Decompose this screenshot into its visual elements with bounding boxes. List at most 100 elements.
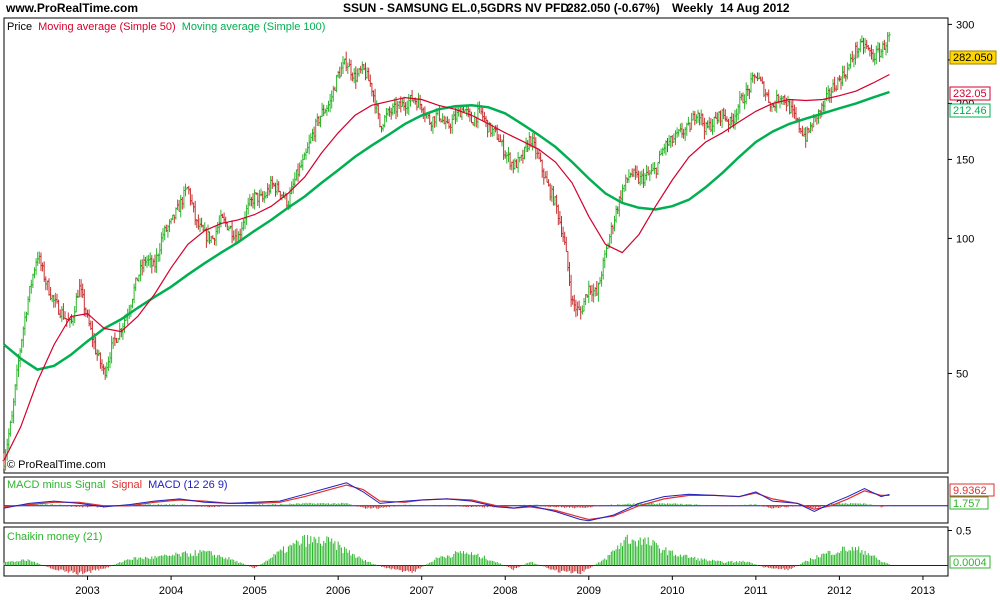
badge-macd-hist: 1.757 — [949, 496, 989, 510]
price-candle — [882, 39, 886, 50]
price-candle — [325, 105, 329, 116]
price-candle — [349, 59, 353, 81]
price-candle — [251, 193, 255, 209]
price-candle — [702, 117, 706, 140]
price-candle — [764, 88, 767, 101]
price-candle — [90, 320, 94, 348]
price-candle — [849, 53, 853, 69]
price-candle — [800, 125, 804, 137]
price-candle — [572, 294, 576, 312]
site-title[interactable]: www.ProRealTime.com — [6, 1, 139, 15]
price-candle — [640, 170, 644, 185]
price-candle — [444, 116, 448, 130]
price-candle — [698, 112, 702, 126]
price-candle — [470, 111, 473, 124]
price-candle — [378, 113, 382, 128]
price-candle — [241, 218, 245, 231]
price-candle — [111, 337, 115, 349]
price-candle — [298, 162, 302, 177]
price-candle — [540, 159, 544, 178]
price-candle — [550, 184, 554, 202]
price-candle — [23, 311, 27, 336]
price-candle — [151, 258, 155, 267]
price-candle — [556, 204, 560, 226]
price-candle — [739, 93, 743, 101]
price-candle — [526, 140, 530, 152]
price-candle — [405, 100, 409, 114]
price-candle — [158, 243, 162, 262]
price-candle — [309, 133, 313, 144]
price-candle — [564, 236, 568, 252]
price-candle — [566, 251, 570, 272]
price-candle — [641, 168, 645, 188]
price-candle — [140, 259, 144, 276]
price-y-tick-label: 150 — [956, 154, 974, 166]
price-candle — [752, 73, 756, 84]
price-candle — [31, 273, 35, 288]
price-candle — [674, 130, 677, 146]
price-candle — [420, 103, 424, 113]
x-tick-label: 2007 — [409, 585, 433, 597]
price-candle — [37, 251, 41, 264]
price-candle — [691, 110, 695, 121]
price-candle — [174, 207, 178, 220]
price-candle — [809, 122, 812, 133]
price-candle — [70, 314, 73, 324]
price-candle — [277, 181, 281, 193]
legend-signal: Signal — [111, 479, 142, 491]
price-candle — [322, 104, 326, 117]
price-candle — [351, 72, 355, 82]
price-candle — [714, 111, 718, 119]
date-label: 14 Aug 2012 — [720, 1, 790, 15]
price-y-tick-label: 50 — [956, 368, 968, 380]
price-candle — [609, 222, 613, 244]
price-candle — [159, 232, 163, 255]
price-candle — [500, 139, 504, 147]
price-candle — [878, 42, 882, 62]
price-candle — [842, 65, 846, 79]
macd-signal-line — [3, 484, 890, 521]
period-label: Weekly — [672, 1, 714, 15]
price-candle — [596, 282, 600, 302]
price-candle — [57, 299, 61, 315]
price-candle — [248, 194, 252, 207]
price-candle — [775, 89, 779, 113]
price-candle — [481, 107, 485, 121]
price-candle — [196, 214, 200, 230]
price-candle — [347, 58, 351, 67]
price-candle — [230, 220, 234, 244]
price-candle — [78, 279, 81, 298]
price-candle — [717, 111, 721, 123]
price-candle — [696, 109, 700, 123]
price-candle — [837, 75, 841, 82]
price-candle — [648, 170, 652, 182]
price-candle — [555, 194, 559, 214]
price-candle — [98, 352, 102, 369]
price-candle — [531, 132, 535, 151]
legend-ma100: Moving average (Simple 100) — [182, 21, 326, 33]
price-candle — [294, 169, 298, 181]
price-candle — [577, 300, 581, 311]
instrument-name: SSUN - SAMSUNG EL.0,5GDRS NV PFD — [343, 1, 570, 15]
price-candle — [143, 257, 147, 266]
price-candle — [145, 255, 149, 268]
price-candle — [301, 154, 305, 171]
price-candle — [738, 90, 742, 114]
price-candle — [580, 305, 584, 315]
price-candle — [523, 146, 526, 160]
price-candle — [213, 237, 216, 246]
price-candle — [635, 165, 639, 178]
price-candle — [52, 294, 56, 308]
price-candle — [845, 62, 849, 80]
copyright-label: © ProRealTime.com — [7, 459, 106, 471]
price-layer — [2, 32, 891, 471]
price-candle — [834, 85, 838, 92]
price-candle — [7, 428, 11, 450]
price-candle — [841, 65, 845, 87]
price-candle — [417, 92, 420, 108]
price-candle — [730, 112, 734, 126]
price-candle — [100, 359, 104, 371]
price-candle — [410, 90, 414, 102]
price-candle — [39, 252, 43, 271]
